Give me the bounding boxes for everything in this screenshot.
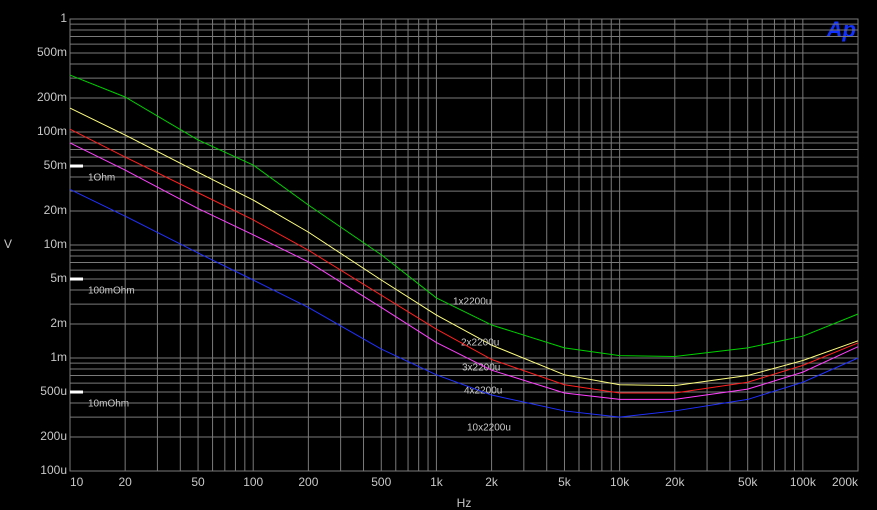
y-tick-label: 200u [40,429,67,443]
y-tick-label: 100u [40,463,67,477]
series-label: 10x2200u [467,423,511,434]
y-tick-label: 1 [60,11,67,25]
x-tick-label: 50 [191,475,205,489]
series-line [69,128,859,394]
annotation: 1Ohm [88,173,115,184]
y-tick-label: 100m [37,124,67,138]
series-line [69,74,859,358]
series-label: 2x2200u [461,338,499,349]
x-tick-label: 2k [485,475,499,489]
series-line [69,189,859,418]
plot-frame [69,18,859,472]
annotation: 100mOhm [88,286,135,297]
x-tick-label: 10 [70,475,84,489]
x-tick-label: 50k [738,475,758,489]
x-tick-label: 200k [832,475,859,489]
x-tick-label: 10k [610,475,630,489]
y-axis-label: V [4,237,12,251]
y-tick-label: 500m [37,45,67,59]
x-tick-label: 20 [118,475,132,489]
x-tick-label: 20k [665,475,685,489]
series-label: 1x2200u [453,297,491,308]
y-tick-label: 10m [44,237,67,251]
x-tick-label: 500 [371,475,391,489]
x-tick-label: 5k [558,475,572,489]
annotation: 10mOhm [88,399,129,410]
y-tick-label: 200m [37,90,67,104]
x-tick-label: 1k [430,475,444,489]
x-axis-label: Hz [457,496,472,510]
y-tick-label: 5m [50,271,67,285]
y-tick-label: 2m [50,316,67,330]
logo: Ap [826,17,856,42]
series-line [69,107,859,387]
y-tick-label: 50m [44,158,67,172]
x-tick-label: 100 [243,475,263,489]
x-tick-label: 200 [298,475,318,489]
series-line [69,142,859,400]
series-label: 4x2200u [464,386,502,397]
series-label: 3x2200u [462,363,500,374]
y-tick-label: 1m [50,350,67,364]
x-tick-label: 100k [790,475,817,489]
y-tick-label: 500u [40,384,67,398]
y-tick-label: 20m [44,203,67,217]
